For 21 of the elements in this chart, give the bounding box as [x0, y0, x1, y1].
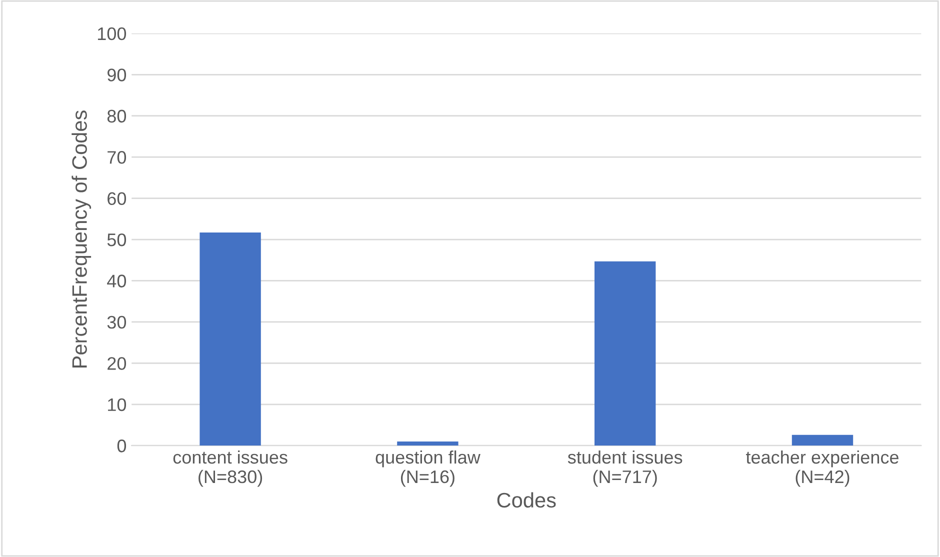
x-tick-label: teacher experience (N=42) — [746, 450, 898, 487]
x-tick-label: question flaw (N=16) — [376, 450, 480, 487]
y-axis-title: PercentFrequency of Codes — [72, 110, 92, 368]
y-tick-label: 70 — [108, 151, 126, 164]
x-axis-title: Codes — [497, 492, 556, 508]
y-tick-label: 40 — [107, 274, 126, 288]
x-tick-label: student issues (N=717) — [568, 450, 682, 487]
bar — [792, 434, 854, 446]
y-tick-label: 100 — [98, 27, 126, 40]
y-tick-label: 80 — [107, 110, 126, 123]
y-tick-label: 10 — [108, 398, 126, 412]
bar — [200, 232, 261, 446]
bar — [594, 261, 656, 446]
y-tick-label: 90 — [108, 68, 126, 82]
y-tick-label: 60 — [108, 192, 126, 206]
y-tick-label: 0 — [117, 440, 126, 452]
y-tick-label: 50 — [107, 233, 126, 246]
y-tick-label: 20 — [108, 357, 126, 370]
bar — [397, 441, 458, 446]
y-tick-label: 30 — [107, 316, 126, 329]
x-tick-label: content issues (N=830) — [173, 450, 288, 487]
